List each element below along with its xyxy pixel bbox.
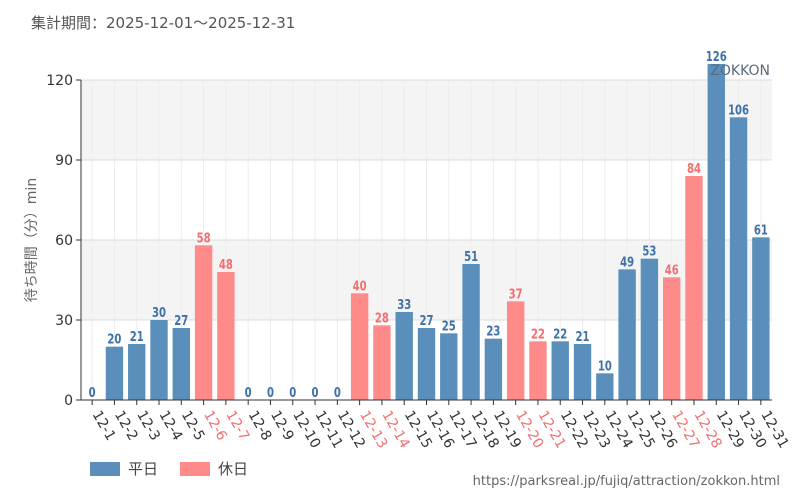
- bar-value-label: 27: [174, 314, 188, 329]
- bar-12-18: [462, 264, 480, 400]
- bar-value-label: 0: [334, 386, 341, 401]
- bar-12-4: [150, 320, 168, 400]
- bar-12-31: [752, 237, 770, 400]
- y-axis-label: 待ち時間（分）min: [24, 178, 40, 302]
- bar-12-14: [373, 325, 391, 400]
- bar-value-label: 25: [442, 319, 456, 334]
- legend-item-holiday: 休日: [180, 458, 248, 479]
- legend-label-holiday: 休日: [218, 460, 249, 478]
- bar-12-25: [618, 269, 636, 400]
- bar-12-28: [685, 176, 703, 400]
- bar-12-20: [506, 301, 525, 400]
- bar-value-label: 84: [687, 162, 701, 177]
- bar-value-label: 58: [197, 231, 211, 246]
- bar-12-29: [707, 64, 725, 400]
- bar-value-label: 53: [642, 245, 656, 260]
- y-tick-label: 90: [55, 153, 73, 169]
- bar-value-label: 0: [267, 386, 274, 401]
- legend-swatch-weekday: [90, 461, 120, 476]
- bar-value-label: 46: [665, 263, 679, 278]
- source-url[interactable]: https://parksreal.jp/fujiq/attraction/zo…: [472, 474, 780, 489]
- bar-value-label: 37: [509, 287, 523, 302]
- bar-value-label: 23: [486, 325, 500, 340]
- bar-value-label: 49: [620, 255, 634, 270]
- bar-12-19: [484, 338, 503, 400]
- bar-value-label: 61: [754, 223, 768, 238]
- bar-value-label: 10: [598, 359, 612, 374]
- bar-12-27: [663, 277, 681, 400]
- bar-value-label: 40: [353, 279, 367, 294]
- bar-value-label: 33: [397, 298, 411, 313]
- bar-value-label: 21: [130, 330, 144, 345]
- bar-12-30: [729, 117, 748, 400]
- bar-value-label: 0: [89, 386, 96, 401]
- bar-value-label: 48: [219, 258, 233, 273]
- bar-12-6: [194, 245, 213, 400]
- y-tick-label: 60: [55, 233, 73, 249]
- bar-value-label: 27: [420, 314, 434, 329]
- bar-12-21: [529, 341, 547, 400]
- bar-value-label: 0: [245, 386, 252, 401]
- bar-12-22: [551, 341, 569, 400]
- bar-12-3: [128, 344, 146, 400]
- bar-12-23: [573, 344, 592, 400]
- bar-12-24: [596, 373, 614, 400]
- bar-12-7: [217, 272, 235, 400]
- y-tick-label: 120: [46, 73, 73, 89]
- bar-12-17: [440, 333, 458, 400]
- y-tick-label: 30: [55, 313, 73, 329]
- bar-value-label: 51: [464, 250, 478, 265]
- bar-12-2: [105, 346, 124, 400]
- bar-value-label: 30: [152, 306, 166, 321]
- bar-12-13: [350, 293, 369, 400]
- chart-title: ZOKKON: [710, 63, 770, 79]
- bar-12-5: [172, 328, 190, 400]
- bar-value-label: 21: [576, 330, 590, 345]
- bar-value-label: 126: [706, 50, 727, 65]
- bar-12-15: [395, 312, 413, 400]
- legend-label-weekday: 平日: [128, 460, 159, 478]
- legend-item-weekday: 平日: [90, 458, 158, 479]
- bar-value-label: 22: [531, 327, 545, 342]
- legend: 平日 休日: [90, 458, 270, 479]
- bar-value-label: 28: [375, 311, 389, 326]
- bar-12-16: [417, 328, 436, 400]
- bar-value-label: 106: [728, 103, 749, 118]
- bar-value-label: 22: [553, 327, 567, 342]
- y-tick-label: 0: [64, 393, 73, 409]
- legend-swatch-holiday: [180, 461, 211, 476]
- bar-value-label: 0: [312, 386, 319, 401]
- bar-value-label: 20: [107, 333, 121, 348]
- bar-12-26: [640, 258, 659, 400]
- period-label: 集計期間：2025-12-01～2025-12-31: [31, 14, 296, 32]
- bar-value-label: 0: [289, 386, 296, 401]
